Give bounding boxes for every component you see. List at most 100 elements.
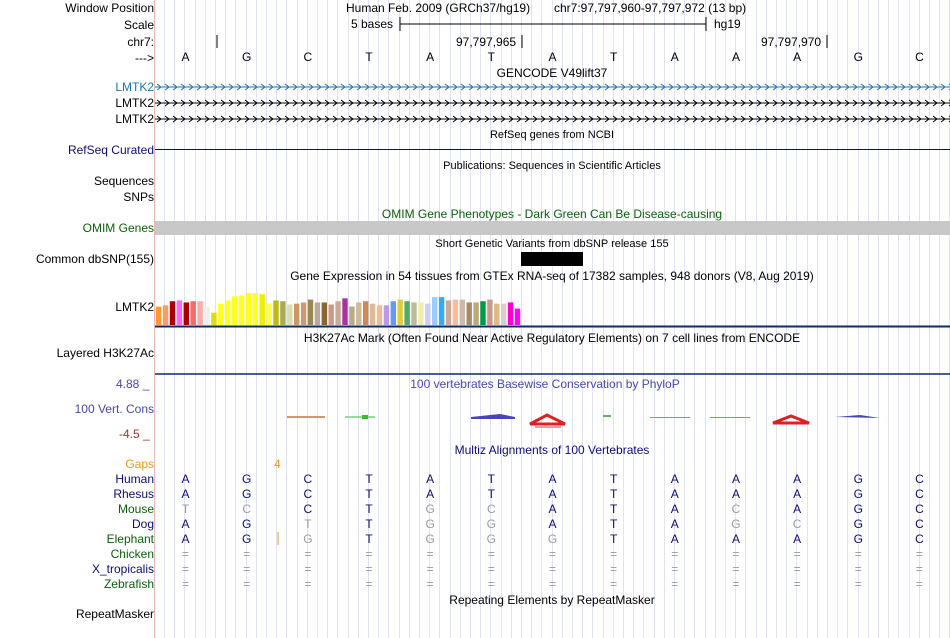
- scale-text: 5 bases: [351, 17, 394, 31]
- gtex-tissue-bar: [287, 304, 293, 325]
- gtex-tissue-bar: [397, 299, 403, 325]
- gencode-item-label[interactable]: LMTK2: [115, 96, 154, 110]
- multiz-aligned-base: =: [610, 562, 618, 576]
- assembly-title: Human Feb. 2009 (GRCh37/hg19): [346, 1, 531, 15]
- multiz-aligned-base: A: [793, 502, 802, 516]
- gencode-item-label[interactable]: LMTK2: [115, 112, 154, 126]
- multiz-aligned-base: G: [853, 517, 863, 531]
- multiz-aligned-base: G: [242, 532, 252, 546]
- multiz-species-label[interactable]: Mouse: [117, 502, 154, 516]
- multiz-aligned-base: T: [609, 532, 618, 546]
- grid-line: [847, 0, 849, 638]
- multiz-aligned-base: G: [853, 487, 863, 501]
- gtex-tissue-bar: [335, 301, 341, 325]
- gtex-tissue-bar: [425, 303, 431, 325]
- multiz-aligned-base: C: [915, 502, 924, 516]
- gtex-tissue-bar: [176, 300, 183, 325]
- gtex-expression-bars[interactable]: [155, 284, 950, 328]
- multiz-aligned-base: T: [487, 472, 496, 486]
- conservation-plot[interactable]: [155, 405, 950, 430]
- grid-line: [694, 0, 696, 638]
- ruler-base: A: [731, 50, 740, 64]
- gencode-gene-models[interactable]: [155, 80, 950, 126]
- gtex-tissue-bar: [231, 296, 238, 325]
- multiz-aligned-base: A: [181, 472, 190, 486]
- gencode-item-label[interactable]: LMTK2: [115, 80, 154, 94]
- multiz-aligned-base: G: [425, 532, 435, 546]
- multiz-species-label[interactable]: Human: [115, 472, 154, 486]
- multiz-aligned-base: =: [854, 562, 862, 576]
- multiz-aligned-base: G: [242, 472, 252, 486]
- ruler-base: A: [793, 50, 802, 64]
- multiz-aligned-base: =: [671, 547, 679, 561]
- multiz-aligned-base: C: [915, 472, 924, 486]
- gtex-tissue-bar: [245, 293, 252, 325]
- multiz-aligned-base: T: [365, 502, 373, 516]
- multiz-aligned-base: =: [487, 547, 495, 561]
- multiz-species-label[interactable]: Zebrafish: [103, 577, 154, 591]
- multiz-species-label[interactable]: Rhesus: [113, 487, 154, 501]
- dbsnp-track-title[interactable]: Short Genetic Variants from dbSNP releas…: [435, 238, 669, 250]
- multiz-aligned-base: =: [793, 562, 801, 576]
- multiz-gaps-label[interactable]: Gaps: [125, 457, 154, 471]
- multiz-aligned-base: A: [731, 487, 740, 501]
- gtex-tissue-bar: [452, 299, 459, 325]
- refseq-track-label[interactable]: RefSeq Curated: [67, 143, 154, 157]
- h3k27ac-track-label[interactable]: Layered H3K27Ac: [56, 346, 154, 360]
- gtex-tissue-bar: [369, 303, 376, 325]
- ruler-base: A: [670, 50, 679, 64]
- multiz-aligned-base: =: [487, 562, 495, 576]
- multiz-aligned-base: =: [182, 577, 190, 591]
- conservation-track-label[interactable]: 100 Vert. Cons: [74, 402, 154, 416]
- dbsnp-variant-block[interactable]: [521, 252, 583, 266]
- multiz-aligned-base: G: [242, 487, 252, 501]
- refseq-gene-line[interactable]: [155, 143, 950, 155]
- multiz-species-label[interactable]: Chicken: [110, 547, 154, 561]
- dbsnp-track-label[interactable]: Common dbSNP(155): [35, 252, 154, 266]
- multiz-track-title[interactable]: Multiz Alignments of 100 Vertebrates: [454, 443, 650, 457]
- gtex-tissue-bar: [328, 304, 334, 325]
- multiz-aligned-base: A: [793, 487, 802, 501]
- multiz-aligned-base: =: [671, 577, 679, 591]
- h3k27ac-baseline: [155, 373, 950, 375]
- publications-label-snps[interactable]: SNPs: [123, 190, 154, 204]
- omim-track-label[interactable]: OMIM Genes: [82, 221, 154, 235]
- multiz-aligned-base: G: [486, 532, 497, 546]
- multiz-aligned-base: =: [548, 562, 557, 576]
- gtex-tissue-bar: [432, 297, 438, 325]
- grid-line: [735, 0, 737, 638]
- window-range[interactable]: chr7:97,797,960-97,797,972 (13 bp): [554, 1, 747, 15]
- multiz-species-label[interactable]: Elephant: [106, 532, 154, 546]
- multiz-aligned-base: =: [854, 577, 862, 591]
- multiz-species-label[interactable]: X_tropicalis: [91, 562, 154, 576]
- grid-line: [286, 0, 288, 638]
- publications-track-title[interactable]: Publications: Sequences in Scientific Ar…: [443, 160, 661, 172]
- conservation-track-title[interactable]: 100 vertebrates Basewise Conservation by…: [410, 377, 680, 391]
- multiz-aligned-base: =: [915, 577, 923, 591]
- gtex-tissue-bar: [473, 302, 479, 325]
- omim-track-title[interactable]: OMIM Gene Phenotypes - Dark Green Can Be…: [381, 207, 723, 221]
- multiz-aligned-base: G: [731, 517, 741, 531]
- repeatmasker-track-label[interactable]: RepeatMasker: [75, 607, 154, 621]
- multiz-aligned-base: G: [303, 532, 313, 546]
- multiz-aligned-base: G: [853, 532, 863, 546]
- ruler-base: C: [303, 50, 313, 64]
- multiz-aligned-base: C: [915, 517, 924, 531]
- gencode-track-title[interactable]: GENCODE V49lift37: [496, 66, 608, 80]
- grid-line: [623, 0, 624, 638]
- grid-line: [796, 0, 798, 638]
- grid-line: [572, 0, 573, 638]
- omim-phenotype-bar[interactable]: [155, 221, 950, 235]
- repeatmasker-track-title[interactable]: Repeating Elements by RepeatMasker: [449, 593, 655, 607]
- refseq-track-title[interactable]: RefSeq genes from NCBI: [489, 129, 615, 141]
- multiz-aligned-base: A: [181, 532, 190, 546]
- multiz-aligned-base: G: [425, 502, 435, 516]
- gtex-track-label[interactable]: LMTK2: [115, 300, 154, 314]
- h3k27ac-track-title[interactable]: H3K27Ac Mark (Often Found Near Active Re…: [303, 331, 801, 345]
- grid-line: [561, 0, 563, 638]
- gencode-strand-chevrons: [156, 99, 950, 107]
- gtex-track-title[interactable]: Gene Expression in 54 tissues from GTEx …: [290, 269, 814, 283]
- grid-line: [725, 0, 726, 638]
- multiz-species-label[interactable]: Dog: [131, 517, 154, 531]
- publications-label-sequences[interactable]: Sequences: [93, 174, 154, 188]
